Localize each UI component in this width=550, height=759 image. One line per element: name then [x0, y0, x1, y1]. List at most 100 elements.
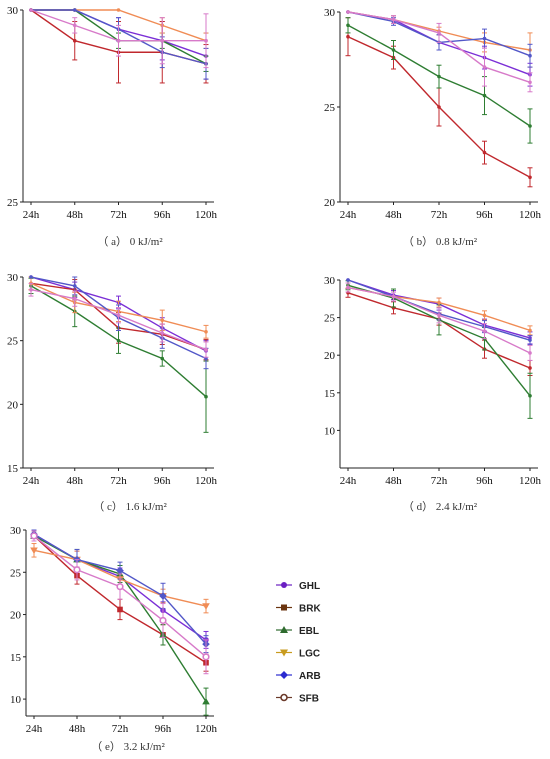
data-point [482, 36, 487, 41]
series-ebl [30, 530, 210, 716]
x-tick-label: 120h [195, 475, 218, 487]
data-point [437, 31, 441, 35]
legend-label: GHL [299, 581, 320, 592]
x-tick-label: 48h [67, 209, 84, 221]
data-point [72, 284, 77, 288]
data-point [528, 124, 532, 128]
series-ebl [345, 17, 533, 144]
data-point [73, 566, 81, 574]
data-point [528, 338, 532, 342]
data-point [346, 23, 350, 28]
data-point [482, 65, 487, 69]
legend-item-ebl: EBL [276, 626, 319, 637]
series-sfb [345, 282, 533, 361]
data-point [437, 300, 441, 305]
y-tick-label: 30 [10, 525, 22, 537]
legend-marker [280, 671, 288, 679]
x-tick-label: 96h [154, 209, 171, 221]
y-tick-label: 25 [7, 197, 19, 209]
y-tick-label: 15 [7, 463, 19, 475]
x-tick-label: 24h [340, 209, 357, 221]
panel-a: 25 30 24h 48h 72h 96h 120h [7, 5, 218, 221]
y-tick-label: 10 [324, 425, 336, 437]
x-tick-label: 72h [110, 475, 127, 487]
x-tick-label: 72h [431, 209, 448, 221]
data-point [29, 8, 33, 12]
legend-label: SFB [299, 694, 319, 705]
x-tick-label: 120h [195, 209, 218, 221]
x-tick-label: 72h [431, 475, 448, 487]
x-tick-label: 120h [519, 475, 542, 487]
data-point [528, 53, 532, 58]
x-tick-label: 24h [340, 475, 357, 487]
caption-panel-d: （ d） 2.4 kJ/m² [403, 500, 478, 513]
data-point [29, 275, 33, 279]
panel-d: 10 15 20 25 30 24h 48h 72h 96h 120h [324, 275, 542, 487]
caption-panel-c: （ c） 1.6 kJ/m² [93, 500, 167, 513]
data-point [528, 366, 532, 370]
data-point [528, 394, 532, 398]
legend-marker [280, 649, 288, 657]
series-sfb [28, 282, 209, 358]
y-tick-label: 20 [7, 399, 19, 411]
panel-b: 20 25 30 24h 48h 72h 96h 120h [324, 7, 542, 221]
data-point [391, 294, 396, 299]
data-point [437, 313, 441, 318]
y-tick-label: 30 [324, 7, 336, 19]
legend-marker [281, 582, 287, 588]
data-point [346, 10, 350, 14]
caption-panel-b: （ b） 0.8 kJ/m² [403, 235, 478, 248]
y-tick-label: 30 [7, 272, 19, 284]
panel-e: 10 15 20 25 30 24h 48h 72h 96h 120h [10, 525, 218, 735]
legend-item-sfb: SFB [276, 694, 319, 705]
x-tick-label: 72h [110, 209, 127, 221]
data-point [346, 34, 350, 39]
data-point [437, 105, 441, 109]
legend-item-ghl: GHL [276, 581, 320, 592]
data-point [528, 328, 532, 333]
series-sfb [30, 530, 210, 675]
x-tick-label: 96h [154, 475, 171, 487]
data-point [72, 38, 77, 43]
x-tick-label: 96h [476, 475, 493, 487]
y-tick-label: 20 [10, 610, 22, 622]
legend-item-arb: ARB [276, 671, 321, 682]
x-tick-label: 72h [112, 723, 129, 735]
data-point [391, 17, 396, 22]
panel-c: 15 20 25 30 24h 48h 72h 96h 120h [7, 272, 218, 487]
data-point [72, 23, 77, 28]
data-point [116, 313, 121, 318]
x-tick-label: 48h [385, 209, 402, 221]
x-tick-label: 120h [519, 209, 542, 221]
legend-label: BRK [299, 604, 321, 615]
data-point [346, 278, 350, 282]
x-tick-label: 96h [155, 723, 172, 735]
y-tick-label: 25 [324, 313, 336, 325]
y-tick-label: 15 [10, 652, 22, 664]
data-point [160, 356, 165, 361]
data-point [482, 150, 487, 155]
series-ebl [28, 277, 209, 433]
data-point [116, 38, 121, 43]
data-point [116, 566, 124, 575]
data-point [528, 175, 532, 180]
data-point [204, 347, 208, 352]
data-point [204, 329, 208, 334]
legend-marker [281, 604, 287, 611]
legend-item-lgc: LGC [276, 649, 320, 660]
y-tick-label: 25 [324, 102, 336, 114]
x-tick-label: 96h [476, 209, 493, 221]
x-tick-label: 24h [26, 723, 43, 735]
data-point [160, 331, 165, 335]
caption-panel-a: （ a） 0 kJ/m² [97, 235, 163, 248]
data-point [482, 93, 487, 98]
data-point [202, 603, 210, 610]
data-point [391, 48, 396, 52]
data-point [482, 329, 487, 333]
data-point [204, 38, 208, 43]
data-point [30, 532, 38, 540]
data-point [30, 547, 38, 555]
data-point [159, 592, 167, 600]
data-point [72, 296, 77, 301]
legend-label: ARB [299, 671, 321, 682]
